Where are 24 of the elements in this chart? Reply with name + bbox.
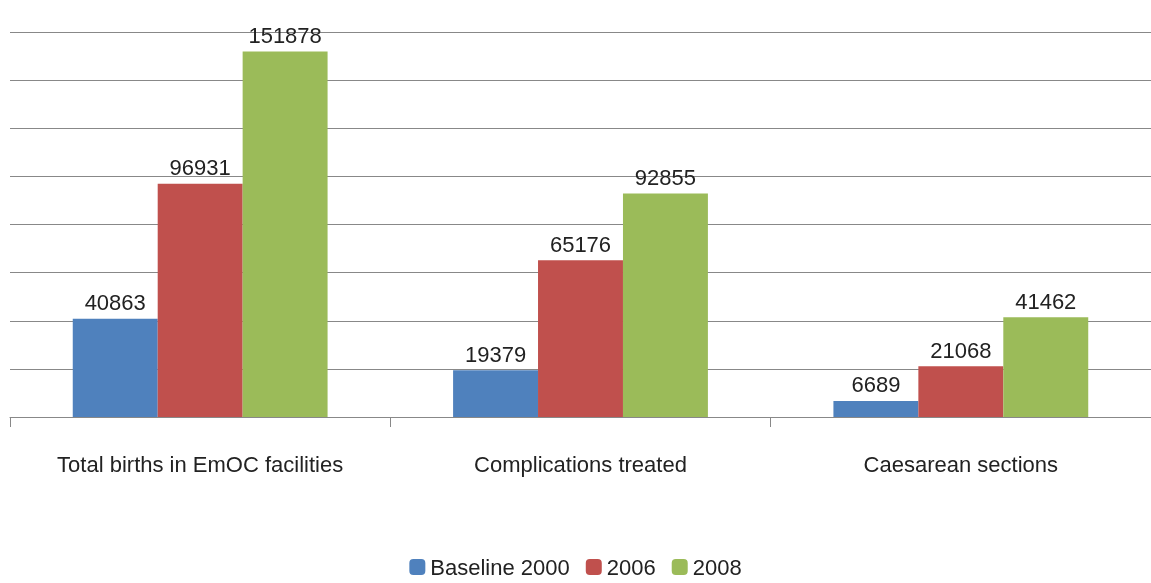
bar <box>157 183 243 417</box>
legend-label: Baseline 2000 <box>430 554 570 580</box>
bar <box>918 366 1004 417</box>
data-label: 21068 <box>930 337 992 363</box>
bar <box>622 193 708 417</box>
bar <box>453 370 539 417</box>
x-tick-label: Caesarean sections <box>863 451 1059 477</box>
x-tick-label: Complications treated <box>474 451 687 477</box>
bar <box>72 318 158 417</box>
data-label: 65176 <box>549 231 612 257</box>
data-label: 151878 <box>248 23 322 49</box>
data-label: 19379 <box>464 341 527 367</box>
data-label: 96931 <box>169 155 231 181</box>
data-label: 40863 <box>84 290 146 316</box>
bar <box>1003 317 1089 417</box>
bar <box>242 51 328 417</box>
legend-label: 2006 <box>606 554 656 580</box>
data-label: 6689 <box>851 372 901 398</box>
data-label: 41462 <box>1015 288 1077 314</box>
data-label: 92855 <box>634 165 697 191</box>
bar <box>833 400 919 417</box>
bar <box>538 260 623 417</box>
x-tick-label: Total births in EmOC facilities <box>57 451 344 477</box>
legend-label: 2008 <box>692 554 742 580</box>
